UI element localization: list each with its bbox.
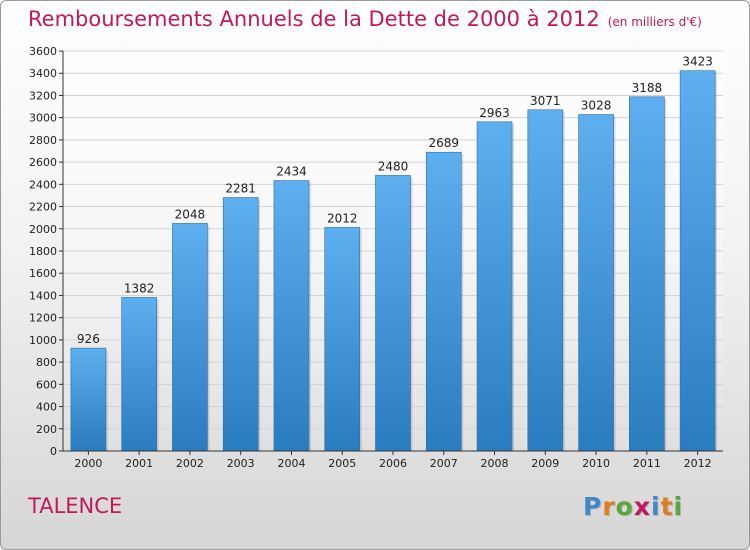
y-tick-label: 2200 <box>29 201 57 214</box>
bar <box>476 121 513 452</box>
y-tick-label: 0 <box>50 445 57 458</box>
y-tick-label: 2400 <box>29 178 57 191</box>
bar <box>70 347 107 452</box>
logo-letter: i <box>673 492 684 521</box>
y-tick-label: 1200 <box>29 312 57 325</box>
value-label: 2480 <box>378 159 409 173</box>
y-tick-label: 1000 <box>29 334 57 347</box>
x-tick-label: 2006 <box>379 457 407 470</box>
y-tick-label: 3200 <box>29 89 57 102</box>
value-label: 2012 <box>327 211 358 225</box>
y-tick-label: 1800 <box>29 245 57 258</box>
y-tick-label: 3000 <box>29 112 57 125</box>
chart-title: Remboursements Annuels de la Dette de 20… <box>28 7 702 31</box>
x-tick-label: 2008 <box>481 457 509 470</box>
logo-letter: t <box>660 492 674 521</box>
x-tick-label: 2010 <box>582 457 610 470</box>
y-tick-label: 1600 <box>29 267 57 280</box>
bar <box>273 180 310 452</box>
x-tick-label: 2011 <box>633 457 661 470</box>
commune-name: TALENCE <box>28 494 123 518</box>
bar <box>375 175 411 452</box>
y-tick-label: 3600 <box>29 45 57 58</box>
x-tick-label: 2000 <box>74 457 102 470</box>
value-label: 3423 <box>682 55 713 69</box>
proxiti-logo: Proxiti <box>583 492 683 521</box>
y-tick-label: 600 <box>36 378 57 391</box>
value-label: 926 <box>77 332 100 346</box>
x-tick-label: 2004 <box>277 457 305 470</box>
y-tick-label: 3400 <box>29 67 57 80</box>
bar <box>527 109 564 452</box>
title-unit: (en milliers d'€) <box>607 15 702 29</box>
logo-letter: x <box>633 492 651 521</box>
value-label: 2689 <box>428 136 459 150</box>
y-tick-label: 2600 <box>29 156 57 169</box>
axis-layer: 0 200 400 600 800 1000 1200 1400 1600 1800 2000 220… <box>29 45 723 470</box>
value-label: 1382 <box>124 281 155 295</box>
bars-layer <box>70 70 718 452</box>
x-tick-label: 2009 <box>531 457 559 470</box>
y-tick-label: 400 <box>36 401 57 414</box>
bar <box>578 114 614 452</box>
y-tick-label: 2800 <box>29 134 57 147</box>
bar <box>222 197 259 452</box>
x-tick-label: 2003 <box>227 457 255 470</box>
value-label: 2434 <box>276 165 307 179</box>
y-tick-label: 2000 <box>29 223 57 236</box>
logo-letter: i <box>651 492 661 521</box>
y-tick-label: 1400 <box>29 289 57 302</box>
value-label: 2281 <box>225 182 256 196</box>
bar <box>629 96 665 452</box>
x-tick-label: 2005 <box>328 457 356 470</box>
x-tick-label: 2012 <box>684 457 712 470</box>
x-tick-label: 2002 <box>176 457 204 470</box>
bar <box>679 70 716 452</box>
bar <box>121 297 157 452</box>
bar <box>324 227 361 452</box>
value-label: 2963 <box>479 106 510 120</box>
logo-letter: P <box>583 492 603 521</box>
bar <box>425 151 462 452</box>
logo-letter: o <box>615 492 634 521</box>
x-tick-label: 2007 <box>430 457 458 470</box>
value-label: 3188 <box>632 81 663 95</box>
value-label: 3071 <box>530 94 561 108</box>
labels-layer: 926 1382 2048 2281 2434 2012 2480 2689 2963 3071 3… <box>77 55 713 346</box>
logo-letter: r <box>602 492 616 521</box>
value-label: 3028 <box>581 99 612 113</box>
y-tick-label: 800 <box>36 356 57 369</box>
x-tick-label: 2001 <box>125 457 153 470</box>
value-label: 2048 <box>175 207 206 221</box>
y-tick-label: 200 <box>36 423 57 436</box>
title-main: Remboursements Annuels de la Dette de 20… <box>28 7 600 31</box>
bar <box>172 223 208 452</box>
